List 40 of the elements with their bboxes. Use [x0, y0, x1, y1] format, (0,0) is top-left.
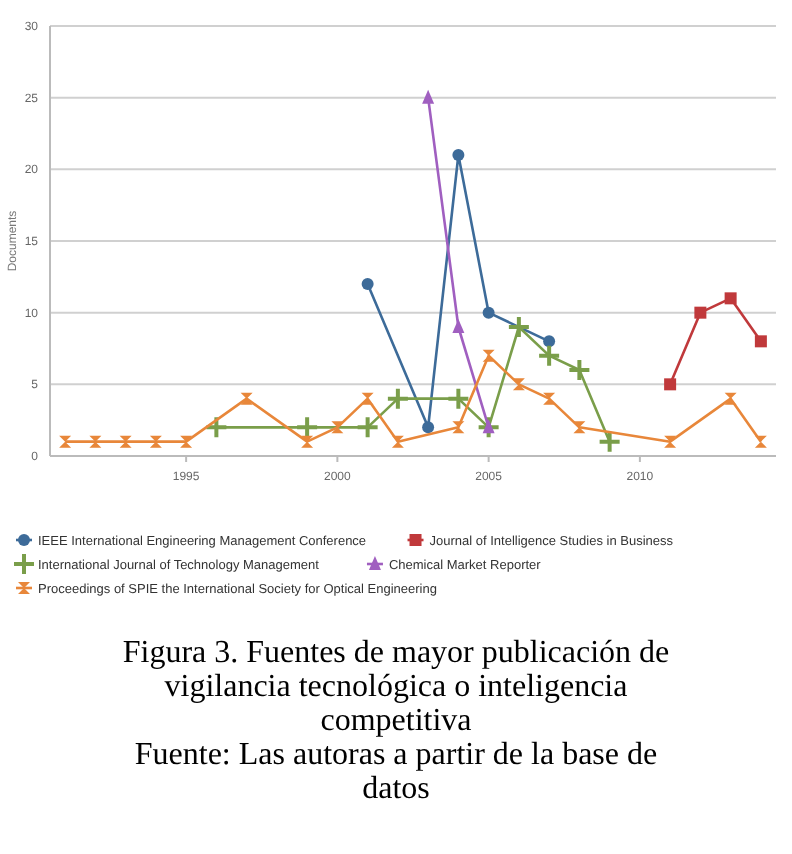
point — [446, 386, 471, 411]
point — [512, 378, 525, 391]
point — [149, 435, 162, 448]
point — [476, 415, 501, 440]
point — [506, 315, 531, 339]
point — [573, 421, 586, 434]
point — [355, 415, 380, 440]
point — [59, 435, 72, 448]
point — [385, 386, 410, 411]
point — [537, 343, 562, 368]
point — [204, 415, 229, 440]
source-note: Fuente: Las autoras a partir de la base de datos — [134, 738, 658, 806]
point — [482, 349, 495, 362]
point — [543, 392, 556, 405]
point — [422, 421, 435, 434]
point — [664, 435, 677, 448]
point — [724, 392, 737, 405]
point — [482, 306, 495, 319]
point — [422, 89, 435, 104]
point — [180, 435, 193, 448]
text: Figura 3. Fuentes de mayor publicación de vigilancia tecnológica o inteligencia competitiva — [122, 636, 670, 738]
point — [301, 435, 314, 448]
point — [331, 421, 344, 434]
point — [543, 335, 556, 348]
point — [452, 319, 465, 333]
point — [452, 149, 465, 161]
point — [391, 435, 404, 448]
point — [754, 335, 767, 348]
point — [89, 435, 102, 448]
point — [482, 419, 495, 434]
point — [754, 435, 767, 448]
point — [664, 378, 677, 391]
point — [724, 292, 737, 305]
point — [240, 392, 253, 405]
point — [361, 392, 374, 405]
point — [694, 306, 707, 319]
point — [119, 435, 132, 448]
point — [452, 421, 465, 434]
point — [567, 358, 592, 382]
point — [361, 278, 374, 290]
